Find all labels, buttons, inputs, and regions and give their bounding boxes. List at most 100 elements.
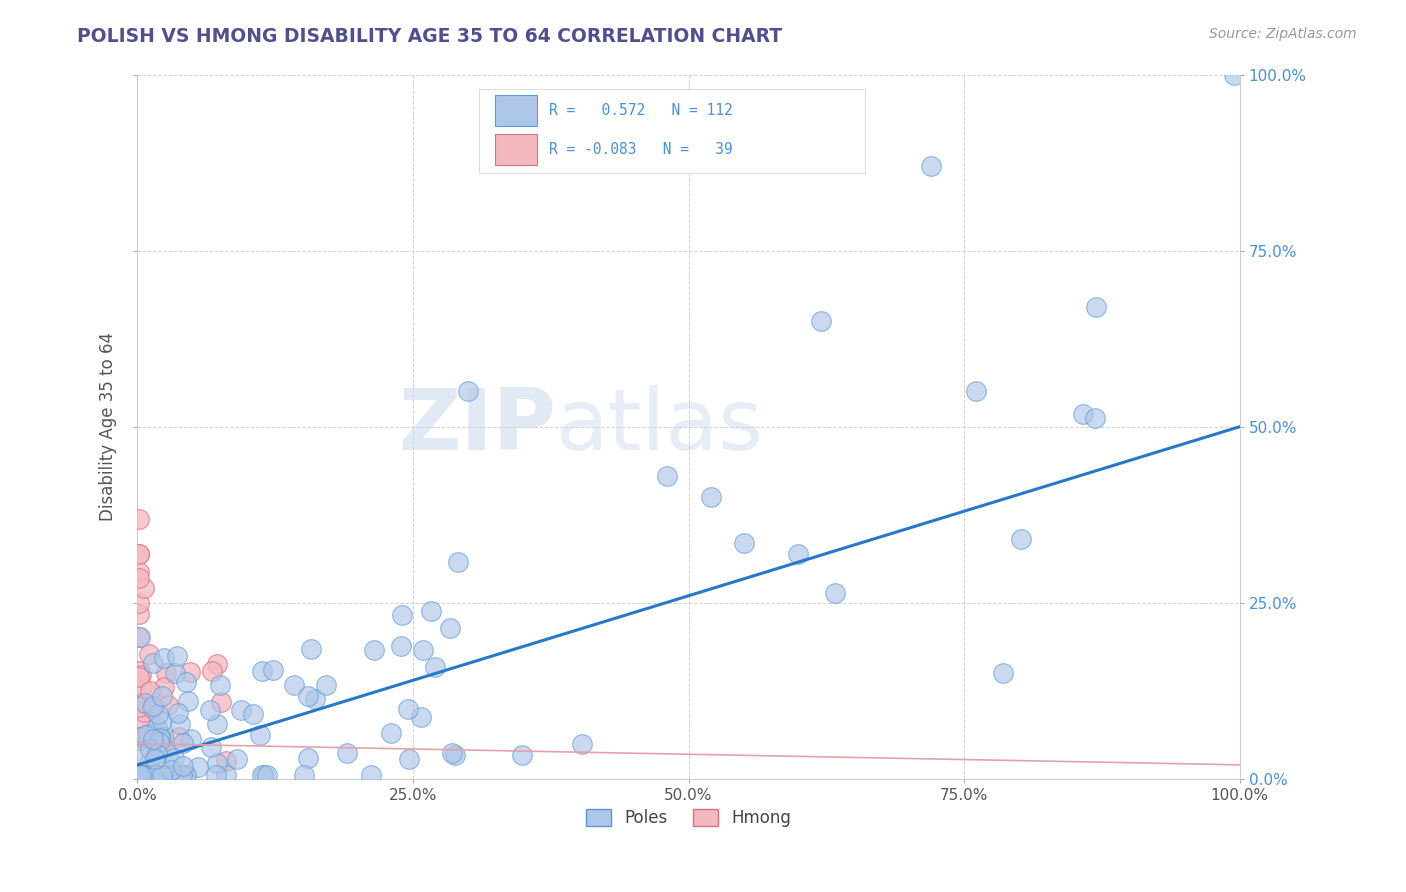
Point — [128, 768, 150, 782]
Point — [132, 705, 155, 719]
Point — [138, 768, 160, 782]
Point — [420, 604, 443, 618]
Point — [129, 768, 152, 782]
Point — [128, 699, 150, 714]
Point — [249, 728, 271, 742]
Point — [128, 607, 150, 621]
Point — [283, 678, 305, 692]
Point — [166, 649, 188, 664]
Point — [146, 768, 169, 782]
Point — [209, 695, 232, 709]
Point — [824, 586, 846, 600]
Point — [336, 746, 359, 760]
Point — [439, 621, 461, 635]
Point — [152, 729, 174, 743]
Point — [128, 596, 150, 610]
Point — [134, 728, 156, 742]
Point — [810, 314, 832, 328]
Point — [169, 768, 191, 782]
Point — [412, 643, 434, 657]
Point — [131, 668, 153, 682]
Point — [510, 747, 533, 762]
Point — [128, 747, 150, 761]
Point — [156, 747, 179, 762]
Point — [172, 758, 194, 772]
Point — [128, 547, 150, 561]
Point — [363, 642, 385, 657]
Point — [145, 767, 167, 781]
Point — [167, 706, 190, 720]
Point — [138, 647, 160, 661]
Point — [699, 490, 721, 504]
Point — [444, 748, 467, 763]
Point — [179, 665, 201, 680]
Point — [391, 607, 413, 622]
Point — [252, 665, 274, 679]
Legend: Poles, Hmong: Poles, Hmong — [579, 803, 797, 834]
Point — [242, 706, 264, 721]
Point — [176, 693, 198, 707]
Point — [360, 768, 382, 782]
Point — [787, 547, 810, 561]
Point — [146, 720, 169, 734]
Point — [148, 735, 170, 749]
Point — [148, 707, 170, 722]
Point — [201, 665, 224, 679]
Point — [205, 756, 228, 770]
Point — [139, 742, 162, 756]
Point — [198, 703, 221, 717]
Point — [146, 747, 169, 761]
Point — [380, 726, 402, 740]
Point — [155, 768, 177, 782]
Point — [398, 752, 420, 766]
Point — [1223, 68, 1246, 82]
Text: POLISH VS HMONG DISABILITY AGE 35 TO 64 CORRELATION CHART: POLISH VS HMONG DISABILITY AGE 35 TO 64 … — [77, 27, 783, 45]
Point — [299, 641, 322, 656]
Point — [143, 751, 166, 765]
Point — [165, 665, 187, 680]
Point — [229, 703, 252, 717]
Point — [176, 674, 198, 689]
Point — [150, 689, 173, 703]
Point — [159, 764, 181, 778]
Point — [145, 768, 167, 782]
Point — [128, 547, 150, 561]
Point — [128, 512, 150, 526]
Point — [149, 729, 172, 743]
Point — [571, 737, 593, 751]
Point — [965, 384, 987, 399]
Point — [150, 768, 173, 782]
Point — [172, 768, 194, 782]
Point — [172, 736, 194, 750]
Point — [152, 651, 174, 665]
Point — [150, 714, 173, 729]
Point — [256, 768, 278, 782]
Point — [162, 768, 184, 782]
Y-axis label: Disability Age 35 to 64: Disability Age 35 to 64 — [100, 332, 117, 521]
Point — [180, 732, 202, 747]
Point — [129, 630, 152, 644]
Point — [149, 768, 172, 782]
Point — [389, 640, 412, 654]
Point — [134, 696, 156, 710]
Point — [149, 731, 172, 745]
Point — [215, 768, 238, 782]
Text: Source: ZipAtlas.com: Source: ZipAtlas.com — [1209, 27, 1357, 41]
Point — [156, 698, 179, 712]
Point — [457, 384, 479, 399]
Point — [142, 656, 165, 670]
Point — [128, 571, 150, 585]
Point — [297, 689, 319, 703]
Point — [208, 678, 231, 692]
Point — [139, 684, 162, 698]
Point — [129, 718, 152, 732]
Text: ZIP: ZIP — [398, 385, 557, 468]
Point — [423, 660, 446, 674]
Point — [187, 760, 209, 774]
Point — [163, 751, 186, 765]
Point — [128, 768, 150, 782]
Point — [733, 536, 755, 550]
Point — [297, 751, 319, 765]
Point — [135, 768, 157, 782]
Point — [134, 766, 156, 780]
